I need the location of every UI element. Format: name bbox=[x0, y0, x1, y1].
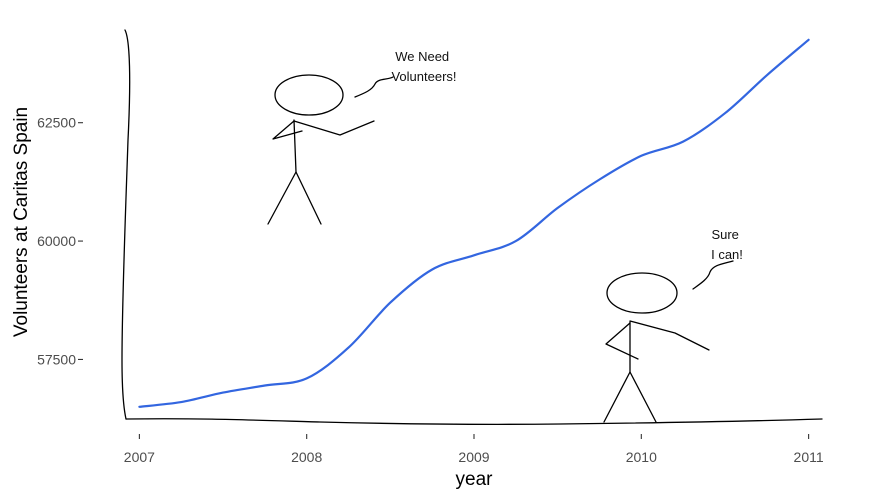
speech-text-left: We Need Volunteers! bbox=[391, 49, 456, 84]
speech-text-left-line-1: We Need bbox=[395, 49, 449, 64]
stick-figure-right bbox=[603, 260, 734, 423]
x-axis-ticks: 2007 2008 2009 2010 2011 bbox=[124, 434, 824, 465]
y-tick-label: 60000 bbox=[37, 233, 76, 249]
stick-figure-legs bbox=[603, 371, 657, 423]
series-line bbox=[138, 38, 810, 408]
stick-figure-left bbox=[267, 74, 394, 225]
y-tick-label: 57500 bbox=[37, 351, 76, 367]
y-axis-line bbox=[121, 29, 131, 420]
stick-figure-arm-right bbox=[629, 320, 710, 351]
speech-text-right-line-2: I can! bbox=[711, 247, 743, 262]
stick-figure-torso bbox=[293, 119, 297, 173]
x-tick-label: 2007 bbox=[124, 449, 155, 465]
y-axis-title: Volunteers at Caritas Spain bbox=[11, 107, 32, 337]
stick-figure-legs bbox=[267, 171, 322, 225]
stick-figure-arm-left bbox=[605, 322, 639, 360]
stick-figure-head bbox=[274, 74, 344, 116]
x-axis-line bbox=[125, 418, 823, 426]
speech-text-left-line-2: Volunteers! bbox=[391, 69, 456, 84]
speech-text-right-line-1: Sure bbox=[711, 227, 738, 242]
y-axis-ticks: 57500 60000 62500 bbox=[37, 115, 83, 367]
x-axis-title: year bbox=[456, 469, 494, 490]
x-tick-label: 2011 bbox=[794, 449, 824, 465]
x-tick-label: 2009 bbox=[458, 449, 489, 465]
x-tick-label: 2010 bbox=[626, 449, 657, 465]
speech-text-right: Sure I can! bbox=[711, 227, 743, 262]
stick-figure-arm-right bbox=[293, 120, 375, 136]
speech-line-right bbox=[692, 260, 734, 290]
speech-line-left bbox=[354, 76, 394, 98]
x-tick-label: 2008 bbox=[291, 449, 322, 465]
y-tick-label: 62500 bbox=[37, 115, 76, 131]
stick-figure-arm-left bbox=[272, 120, 303, 140]
stick-figure-head bbox=[606, 272, 678, 314]
